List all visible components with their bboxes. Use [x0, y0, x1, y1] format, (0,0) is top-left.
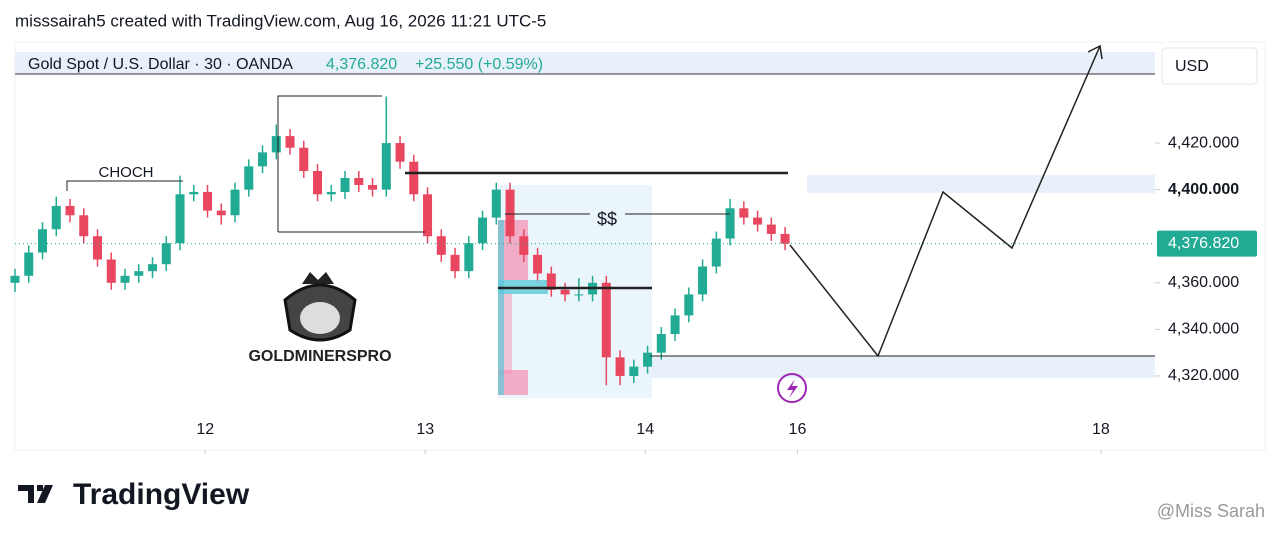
symbol: Gold Spot / U.S. Dollar · 30 · OANDA — [28, 56, 293, 73]
candle-body — [684, 294, 694, 316]
candle-body — [285, 136, 295, 148]
candle-body — [450, 254, 460, 272]
candle-body — [65, 205, 75, 216]
candle-body — [79, 215, 89, 237]
candle-body — [189, 191, 199, 195]
candle-body — [464, 243, 474, 272]
demand-zone — [650, 356, 1155, 378]
candle-body — [120, 275, 130, 283]
candle-body — [395, 143, 405, 162]
candle-body — [478, 217, 488, 244]
candle-body — [601, 282, 611, 358]
y-tick-label: 4,420.000 — [1168, 134, 1239, 151]
watermark: @Miss Sarah — [1157, 501, 1265, 521]
candle-body — [739, 208, 749, 218]
x-tick-label: 18 — [1092, 421, 1110, 438]
candle-body — [629, 366, 639, 376]
candle-body — [326, 191, 336, 195]
candle-body — [203, 191, 213, 211]
candle-body — [670, 315, 680, 335]
candle-body — [258, 152, 268, 167]
last-price-box — [1157, 230, 1257, 257]
x-tick-label: 14 — [636, 421, 654, 438]
credit: misssairah5 created with TradingView.com… — [15, 11, 546, 30]
x-tick-label: 12 — [196, 421, 214, 438]
candle-body — [409, 161, 419, 195]
candle-body — [161, 243, 171, 265]
candle-body — [175, 194, 185, 244]
candle-body — [148, 264, 158, 272]
logo — [283, 272, 357, 342]
candle-body — [656, 334, 666, 353]
candle-body — [340, 178, 350, 192]
brand: TradingView — [73, 478, 250, 511]
choch-label: CHOCH — [99, 164, 154, 181]
candle-body — [106, 259, 116, 283]
candle-body — [766, 224, 776, 234]
candle-body — [698, 266, 708, 295]
candle-body — [711, 238, 721, 267]
candle-body — [574, 294, 584, 296]
currency-box[interactable] — [1161, 47, 1258, 85]
candle-body — [354, 178, 364, 185]
candle-body — [134, 271, 144, 276]
y-tick-label: 4,340.000 — [1168, 321, 1239, 338]
candle-body — [615, 357, 625, 376]
candle-body — [725, 208, 735, 239]
candle-body — [505, 189, 515, 237]
chart-frame — [14, 41, 1266, 451]
candle-body — [299, 147, 309, 172]
candle-body — [533, 254, 543, 274]
y-tick-label: 4,400.000 — [1168, 181, 1239, 198]
candle-body — [93, 236, 103, 260]
candle-body — [24, 252, 34, 276]
candle-body — [230, 189, 240, 216]
supply-zone — [807, 175, 1155, 193]
currency: USD — [1175, 58, 1209, 75]
y-tick-label: 4,360.000 — [1168, 274, 1239, 291]
candle-body — [368, 184, 378, 190]
candle-body — [643, 352, 653, 367]
footer: TradingView @Miss Sarah — [18, 478, 1265, 521]
candle-body — [519, 236, 529, 255]
logo-text: GOLDMINERSPRO — [248, 348, 391, 365]
candle-body — [780, 233, 790, 244]
candle-body — [436, 236, 446, 255]
liquidity-label: $$ — [597, 209, 617, 229]
candle-body — [753, 217, 763, 225]
legend-change: +25.550 (+0.59%) — [415, 56, 543, 73]
candle-body — [244, 166, 254, 190]
x-tick-label: 16 — [789, 421, 807, 438]
legend-price: 4,376.820 — [326, 56, 397, 73]
candle-body — [546, 273, 556, 290]
candle-body — [491, 189, 501, 218]
drawings — [66, 44, 1155, 358]
candle-body — [216, 210, 226, 216]
y-tick-label: 4,320.000 — [1168, 367, 1239, 384]
candle-body — [271, 136, 281, 153]
candle-body — [38, 229, 48, 253]
alert-icon — [777, 373, 807, 403]
candle-body — [423, 194, 433, 237]
top-zone — [15, 52, 1155, 74]
candle-body — [10, 275, 20, 283]
candle-body — [560, 289, 570, 295]
alert-bolt — [787, 379, 798, 398]
candle-body — [313, 171, 323, 195]
last-price-label: 4,376.820 — [1168, 235, 1239, 252]
x-tick-label: 13 — [416, 421, 434, 438]
candle-body — [51, 205, 61, 230]
candle-body — [381, 143, 391, 190]
plot — [10, 96, 790, 386]
